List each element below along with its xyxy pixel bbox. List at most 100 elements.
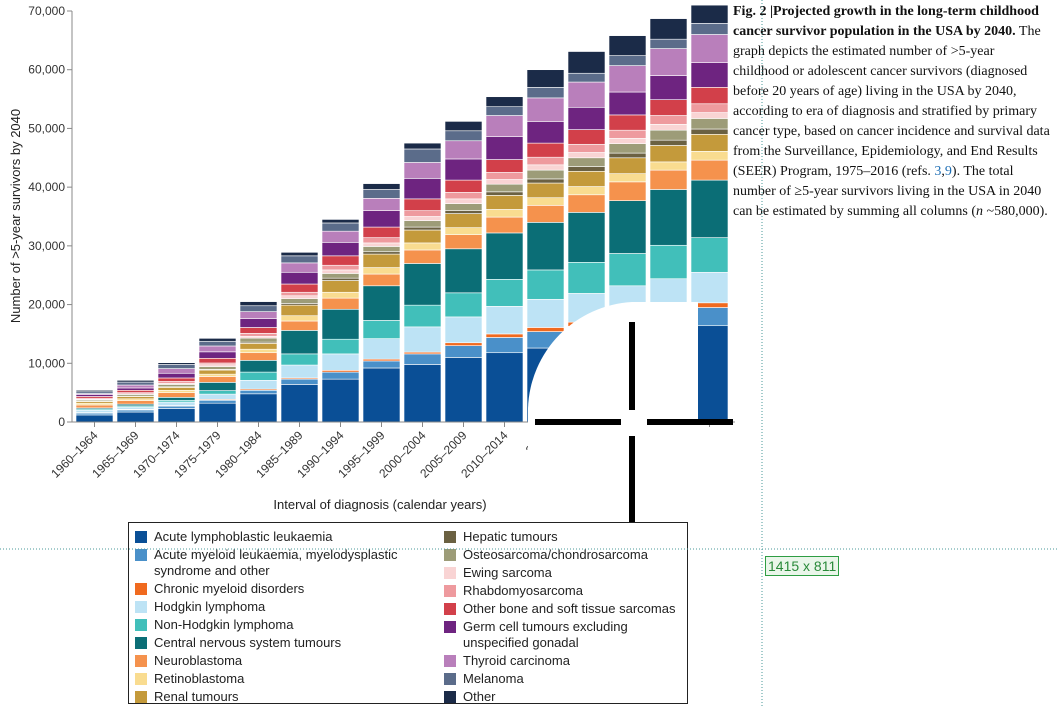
bar-segment	[526, 69, 565, 88]
legend-label: Osteosarcoma/chondrosarcoma	[463, 547, 648, 562]
bar-segment	[444, 140, 483, 160]
bar-segment	[567, 72, 606, 83]
bar-segment	[280, 315, 319, 322]
bar-segment	[608, 173, 647, 183]
reference-link-9[interactable]: 9	[944, 164, 952, 179]
bar-segment	[280, 291, 319, 297]
legend-item: Hepatic tumours	[444, 529, 684, 545]
legend-swatch	[135, 637, 147, 649]
bar-segment	[239, 343, 278, 350]
bar-segment	[362, 320, 401, 339]
bar-segment	[567, 170, 606, 187]
bar-segment	[362, 237, 401, 244]
bar-segment	[403, 198, 442, 211]
bar-segment	[485, 159, 524, 173]
bar-segment	[157, 408, 196, 423]
bar-segment	[485, 96, 524, 108]
bar-segment	[690, 325, 729, 423]
legend-swatch	[135, 619, 147, 631]
reference-link-3[interactable]: 3	[934, 164, 942, 179]
bar-segment	[690, 271, 729, 304]
bar-segment	[362, 360, 401, 369]
legend-item: Ewing sarcoma	[444, 565, 684, 581]
bar-segment	[526, 87, 565, 99]
bar-segment	[239, 389, 278, 395]
bar-segment	[198, 373, 237, 377]
bar-segment	[362, 246, 401, 253]
bar-segment	[403, 220, 442, 228]
bar-segment	[690, 103, 729, 113]
bar-segment	[608, 114, 647, 131]
bar-segment	[690, 179, 729, 238]
legend-item: Central nervous system tumours	[135, 635, 435, 651]
bar-segment	[403, 242, 442, 251]
bar-segment	[239, 337, 278, 343]
bar-stack	[649, 18, 688, 423]
bar-segment	[526, 327, 565, 332]
legend-item: Other bone and soft tissue sarcomas	[444, 601, 684, 617]
legend-item: Non-Hodgkin lymphoma	[135, 617, 435, 633]
figure-label: Fig. 2 |	[733, 4, 774, 19]
bar-segment	[444, 213, 483, 228]
bar-stack	[75, 389, 114, 423]
bar-segment	[157, 372, 196, 379]
y-axis-title: Number of >5-year survivors by 2040	[8, 109, 23, 323]
y-axis: 0 10,000 20,000 30,000 40,000 50,000 60,000 70,…	[28, 4, 73, 429]
bar-segment	[280, 262, 319, 273]
bar-segment	[567, 143, 606, 153]
y-tick-label: 30,000	[28, 239, 65, 253]
bar-segment	[485, 115, 524, 137]
bar-segment	[608, 285, 647, 316]
bar-segment	[157, 397, 196, 401]
bar-segment	[608, 91, 647, 116]
y-tick-label: 10,000	[28, 356, 65, 370]
legend-swatch	[444, 567, 456, 579]
n-symbol: n	[976, 204, 984, 219]
legend-swatch	[444, 549, 456, 561]
bar-segment	[485, 337, 524, 354]
bar-segment	[485, 352, 524, 423]
bar-segment	[239, 311, 278, 319]
bar-segment	[239, 301, 278, 307]
bar-stack	[608, 35, 647, 423]
legend-label: Germ cell tumours excluding unspecified …	[463, 619, 628, 650]
legend-item: Rhabdomyosarcoma	[444, 583, 684, 599]
bar-segment	[280, 378, 319, 385]
bar-segment	[157, 384, 196, 388]
bar-segment	[567, 186, 606, 196]
legend-label: Ewing sarcoma	[463, 565, 552, 580]
bar-segment	[649, 38, 688, 49]
bar-segment	[362, 251, 401, 255]
bar-segment	[239, 352, 278, 361]
bar-segment	[321, 291, 360, 299]
bar-segment	[321, 353, 360, 371]
bar-segment	[526, 182, 565, 199]
legend-item: Acute myeloid leukaemia, myelodysplastic…	[135, 547, 435, 579]
bar-segment	[567, 157, 606, 167]
bar-segment	[690, 237, 729, 273]
bar-segment	[403, 304, 442, 328]
bar-segment	[567, 194, 606, 213]
bar-segment	[362, 273, 401, 287]
bar-segment	[690, 118, 729, 130]
bar-segment	[321, 277, 360, 281]
bar-segment	[649, 129, 688, 141]
bar-segment	[280, 271, 319, 285]
bar-segment	[362, 267, 401, 275]
legend-label: Melanoma	[463, 671, 524, 686]
bar-segment	[444, 198, 483, 204]
bar-segment	[444, 292, 483, 318]
bar-segment	[608, 55, 647, 66]
bar-segment	[75, 404, 114, 409]
bar-segment	[116, 411, 155, 423]
legend-swatch	[135, 601, 147, 613]
bar-stack	[362, 183, 401, 423]
bar-segment	[608, 35, 647, 56]
legend-item: Osteosarcoma/chondrosarcoma	[444, 547, 684, 563]
dimension-label: 1415 x 811	[765, 556, 840, 576]
bar-segment	[690, 307, 729, 327]
bar-segment	[526, 222, 565, 271]
bar-segment	[526, 331, 565, 349]
bar-segment	[321, 255, 360, 266]
bar-segment	[485, 183, 524, 193]
